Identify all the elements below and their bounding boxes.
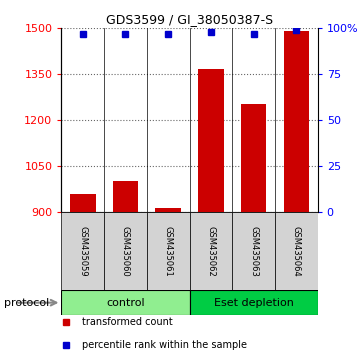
Bar bbox=[275, 212, 318, 290]
Bar bbox=[104, 212, 147, 290]
Text: GSM435059: GSM435059 bbox=[78, 226, 87, 277]
Text: protocol: protocol bbox=[4, 298, 49, 308]
Bar bbox=[198, 69, 224, 212]
Bar bbox=[113, 181, 138, 212]
Text: GSM435061: GSM435061 bbox=[164, 226, 173, 277]
Text: GSM435064: GSM435064 bbox=[292, 226, 301, 277]
Text: control: control bbox=[106, 298, 145, 308]
Text: GSM435060: GSM435060 bbox=[121, 226, 130, 277]
Text: Eset depletion: Eset depletion bbox=[214, 298, 293, 308]
Text: transformed count: transformed count bbox=[82, 317, 173, 327]
Bar bbox=[61, 290, 190, 315]
Text: GSM435063: GSM435063 bbox=[249, 226, 258, 277]
Text: percentile rank within the sample: percentile rank within the sample bbox=[82, 340, 247, 350]
Bar bbox=[61, 212, 104, 290]
Bar bbox=[147, 212, 190, 290]
Bar bbox=[283, 32, 309, 212]
Title: GDS3599 / GI_38050387-S: GDS3599 / GI_38050387-S bbox=[106, 13, 273, 26]
Bar bbox=[190, 212, 232, 290]
Bar bbox=[70, 194, 96, 212]
Bar bbox=[190, 290, 318, 315]
Bar bbox=[232, 212, 275, 290]
Bar bbox=[241, 104, 266, 212]
Bar bbox=[155, 208, 181, 212]
Text: GSM435062: GSM435062 bbox=[206, 226, 216, 277]
